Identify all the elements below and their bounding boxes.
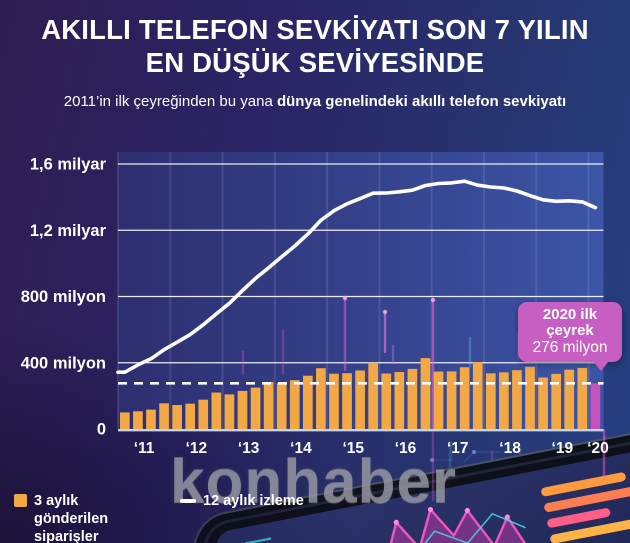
x-tick-label: ‘15 — [342, 440, 364, 457]
bar — [185, 403, 196, 429]
bar — [420, 358, 431, 429]
bar — [551, 373, 562, 429]
subtitle-normal: 2011’in ilk çeyreğinden bu yana — [63, 93, 277, 110]
bar — [485, 373, 496, 429]
bar — [355, 370, 365, 429]
bar — [263, 381, 274, 429]
phone-illustration — [193, 403, 630, 543]
annotation-line-1: 2020 ilk — [542, 306, 598, 323]
trailing-line — [116, 179, 598, 374]
header: AKILLI TELEFON SEVKİYATI SON 7 YILIN EN … — [0, 0, 630, 110]
annotation-tail — [593, 361, 609, 371]
bar — [577, 367, 588, 429]
bar — [289, 380, 300, 429]
streak-glow — [342, 295, 348, 301]
bar — [433, 371, 444, 429]
bar — [316, 368, 326, 429]
y-tick-label: 1,2 milyar — [30, 222, 107, 240]
bar — [564, 369, 575, 429]
x-tick-label: ‘16 — [395, 440, 417, 457]
screen-bars-horizontal — [541, 472, 630, 543]
bar — [198, 399, 209, 429]
bar — [394, 372, 405, 429]
legend-bars-label: 3 aylık gönderilen siparişler — [34, 493, 109, 543]
bar — [512, 370, 522, 429]
bar — [472, 362, 483, 429]
annotation-callout: 2020 ilk çeyrek 276 milyon — [518, 302, 622, 371]
annotation-line-2: çeyrek — [546, 322, 594, 339]
bar — [590, 383, 601, 429]
y-tick-label: 0 — [97, 421, 106, 439]
bars-swatch — [14, 494, 27, 507]
bar — [224, 394, 235, 429]
streak-glow — [382, 309, 388, 315]
bar — [146, 409, 156, 429]
bar — [499, 372, 509, 429]
bar — [368, 362, 379, 429]
bar — [446, 371, 457, 429]
x-tick-label: ‘18 — [499, 440, 521, 457]
bar — [159, 403, 169, 429]
page-title: AKILLI TELEFON SEVKİYATI SON 7 YILIN EN … — [0, 13, 630, 79]
x-tick-label: ‘11 — [134, 440, 155, 457]
y-tick-label: 1,6 milyar — [30, 156, 107, 174]
bar — [525, 366, 535, 429]
legend-item-line: 12 aylık izleme — [180, 492, 304, 510]
subtitle: 2011’in ilk çeyreğinden bu yana dünya ge… — [0, 93, 630, 110]
bar — [276, 383, 287, 429]
legend-item-bars: 3 aylık gönderilen siparişler — [14, 492, 154, 543]
bar — [237, 390, 248, 429]
legend-line-label: 12 aylık izleme — [203, 493, 304, 509]
streak-glow — [430, 297, 436, 303]
x-tick-label: ‘14 — [290, 440, 312, 457]
bar — [302, 375, 313, 429]
title-line-1: AKILLI TELEFON SEVKİYATI SON 7 YILIN — [41, 14, 589, 45]
bar — [250, 387, 261, 429]
x-tick-label: ‘20 — [587, 440, 609, 457]
bar — [172, 404, 182, 429]
x-tick-label: ‘13 — [238, 440, 260, 457]
legend: 3 aylık gönderilen siparişler 12 aylık i… — [14, 492, 304, 543]
x-tick-label: ‘17 — [447, 440, 469, 457]
x-tick-label: ‘12 — [186, 440, 208, 457]
bar — [459, 367, 470, 429]
subtitle-bold: dünya genelindeki akıllı telefon sevkiya… — [276, 93, 567, 110]
bar — [381, 373, 392, 429]
screen-area-chart — [351, 506, 536, 543]
y-tick-label: 400 milyon — [21, 354, 106, 372]
title-line-2: EN DÜŞÜK SEVİYESİNDE — [145, 47, 485, 78]
annotation-line-3: 276 milyon — [532, 339, 608, 356]
line-swatch — [180, 499, 196, 503]
bar — [120, 412, 130, 429]
watermark: konhaber — [170, 447, 458, 516]
bar — [538, 377, 548, 429]
bar — [407, 368, 418, 429]
bar — [211, 392, 222, 429]
bar — [133, 411, 143, 429]
bar — [329, 373, 339, 429]
x-tick-label: ‘19 — [552, 440, 574, 457]
bar — [342, 373, 352, 429]
y-tick-label: 800 milyon — [21, 288, 106, 306]
screen-ticks — [245, 537, 301, 543]
